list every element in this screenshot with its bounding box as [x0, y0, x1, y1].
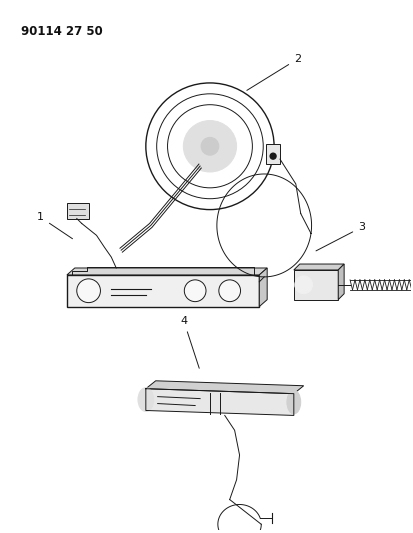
Polygon shape [259, 268, 266, 306]
Bar [253, 282, 265, 297]
Polygon shape [145, 381, 303, 394]
Bar [67, 203, 88, 219]
Ellipse shape [183, 120, 236, 172]
Ellipse shape [286, 390, 300, 414]
Polygon shape [67, 268, 266, 275]
Polygon shape [293, 264, 343, 270]
Ellipse shape [201, 138, 218, 155]
Circle shape [270, 153, 275, 159]
Circle shape [218, 280, 240, 302]
Polygon shape [337, 264, 343, 300]
Bar [293, 270, 337, 300]
Text: 1: 1 [37, 213, 72, 239]
Text: 2: 2 [246, 54, 300, 91]
Circle shape [294, 276, 312, 294]
Bar [266, 144, 279, 164]
Circle shape [76, 279, 100, 303]
Text: 3: 3 [315, 222, 364, 251]
Text: 90114 27 50: 90114 27 50 [21, 25, 102, 37]
Polygon shape [145, 389, 293, 415]
Bar [67, 275, 259, 306]
Circle shape [184, 280, 206, 302]
Text: 4: 4 [180, 317, 199, 368]
Ellipse shape [138, 387, 153, 411]
